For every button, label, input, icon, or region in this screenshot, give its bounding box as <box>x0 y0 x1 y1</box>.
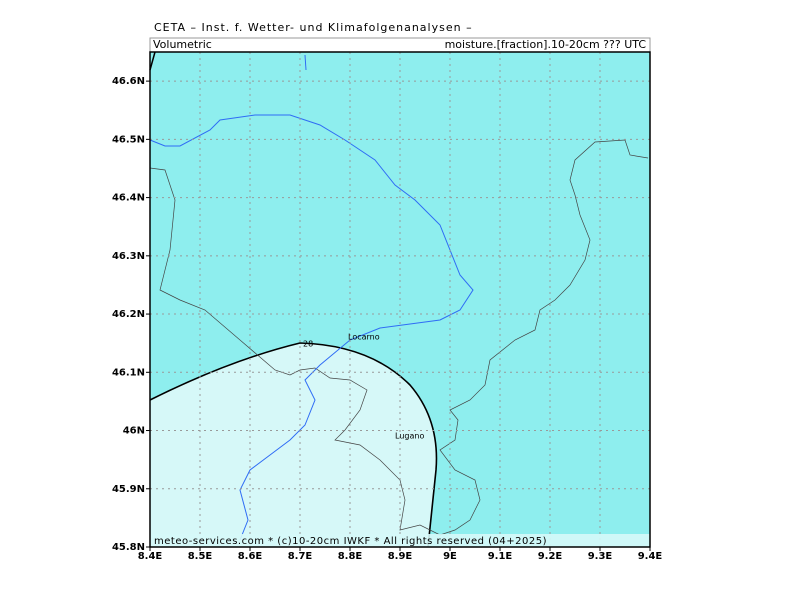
footer-box <box>150 534 650 547</box>
y-tick-label: 45.8N <box>112 542 145 553</box>
title: CETA – Inst. f. Wetter- und Klimafolgena… <box>154 21 473 34</box>
contour-line <box>149 342 438 548</box>
x-tick-label: 8.6E <box>238 551 263 562</box>
x-tick-label: 9E <box>443 551 457 562</box>
y-tick-label: 46N <box>123 426 145 437</box>
city-label: Lugano <box>395 432 424 441</box>
y-tick-label: 46.6N <box>112 76 145 87</box>
header-right: moisture.[fraction].10-20cm ??? UTC <box>445 38 647 51</box>
x-tick-label: 9.3E <box>588 551 613 562</box>
y-tick-label: 46.1N <box>112 367 145 378</box>
x-tick-label: 8.4E <box>138 551 163 562</box>
x-tick-label: 8.5E <box>188 551 213 562</box>
x-tick-label: 8.8E <box>338 551 363 562</box>
x-tick-label: 9.2E <box>538 551 563 562</box>
header-left: Volumetric <box>153 38 212 51</box>
y-tick-label: 46.5N <box>112 134 145 145</box>
x-tick-label: 9.4E <box>638 551 663 562</box>
x-tick-label: 8.7E <box>288 551 313 562</box>
y-tick-label: 46.3N <box>112 251 145 262</box>
x-tick-label: 9.1E <box>488 551 513 562</box>
x-tick-label: 8.9E <box>388 551 413 562</box>
field-low <box>150 343 437 547</box>
river <box>149 114 474 541</box>
contour-label: 28 <box>303 340 313 349</box>
city-label: Locarno <box>348 333 380 342</box>
footer: meteo-services.com * (c)10-20cm IWKF * A… <box>154 536 547 547</box>
y-tick-label: 46.2N <box>112 309 145 320</box>
river <box>304 54 307 71</box>
y-tick-label: 46.4N <box>112 193 145 204</box>
contour-line <box>149 51 156 71</box>
y-tick-label: 45.9N <box>112 484 145 495</box>
